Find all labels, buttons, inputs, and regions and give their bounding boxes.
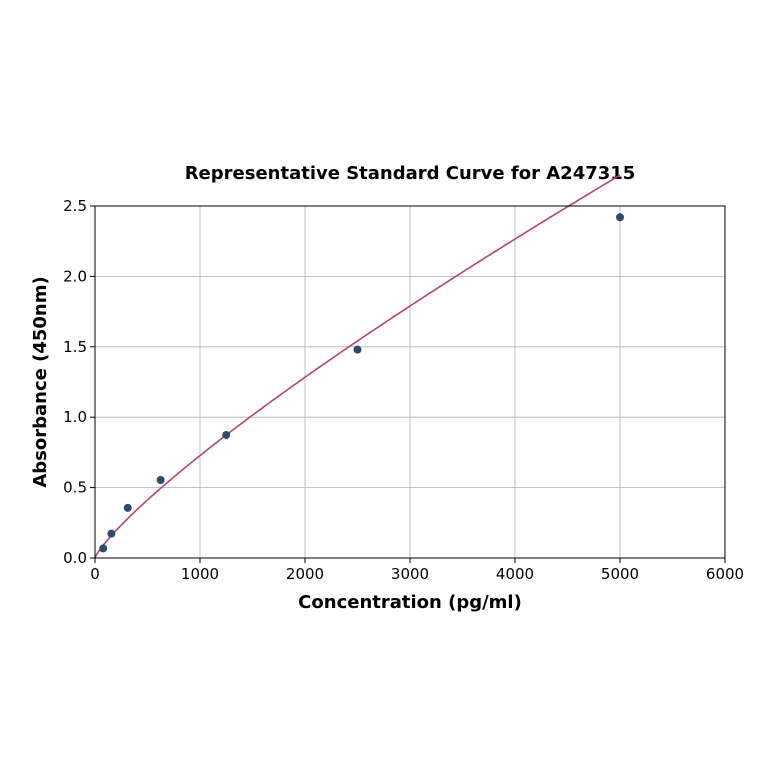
x-tick-label: 5000	[601, 565, 639, 583]
y-tick-label: 2.0	[63, 267, 87, 285]
data-point	[353, 345, 362, 354]
x-tick-label: 6000	[706, 565, 744, 583]
points-layer	[99, 213, 624, 553]
data-point	[222, 430, 231, 439]
data-point	[123, 503, 132, 512]
fit-curve	[94, 174, 621, 559]
data-point	[99, 544, 108, 553]
x-tick-label: 3000	[391, 565, 429, 583]
fit-curve-layer	[94, 174, 621, 559]
chart-title: Representative Standard Curve for A24731…	[185, 163, 636, 184]
y-axis-ticks: 0.0 0.5 1.0 1.5 2.0 2.5	[63, 197, 95, 567]
x-tick-label: 2000	[286, 565, 324, 583]
x-tick-label: 1000	[181, 565, 219, 583]
y-axis-label: Absorbance (450nm)	[30, 276, 51, 487]
x-axis-label: Concentration (pg/ml)	[298, 592, 522, 613]
x-axis-ticks: 0 1000 2000 3000 4000 5000 6000	[90, 558, 744, 583]
y-tick-label: 0.5	[63, 479, 87, 497]
y-tick-label: 1.5	[63, 338, 87, 356]
y-tick-label: 0.0	[63, 549, 87, 567]
x-tick-label: 0	[90, 565, 100, 583]
grid	[94, 205, 726, 559]
y-tick-label: 1.0	[63, 408, 87, 426]
data-point	[156, 475, 165, 484]
data-point	[107, 529, 116, 538]
y-tick-label: 2.5	[63, 197, 87, 215]
data-point	[616, 213, 624, 222]
x-tick-label: 4000	[496, 565, 534, 583]
